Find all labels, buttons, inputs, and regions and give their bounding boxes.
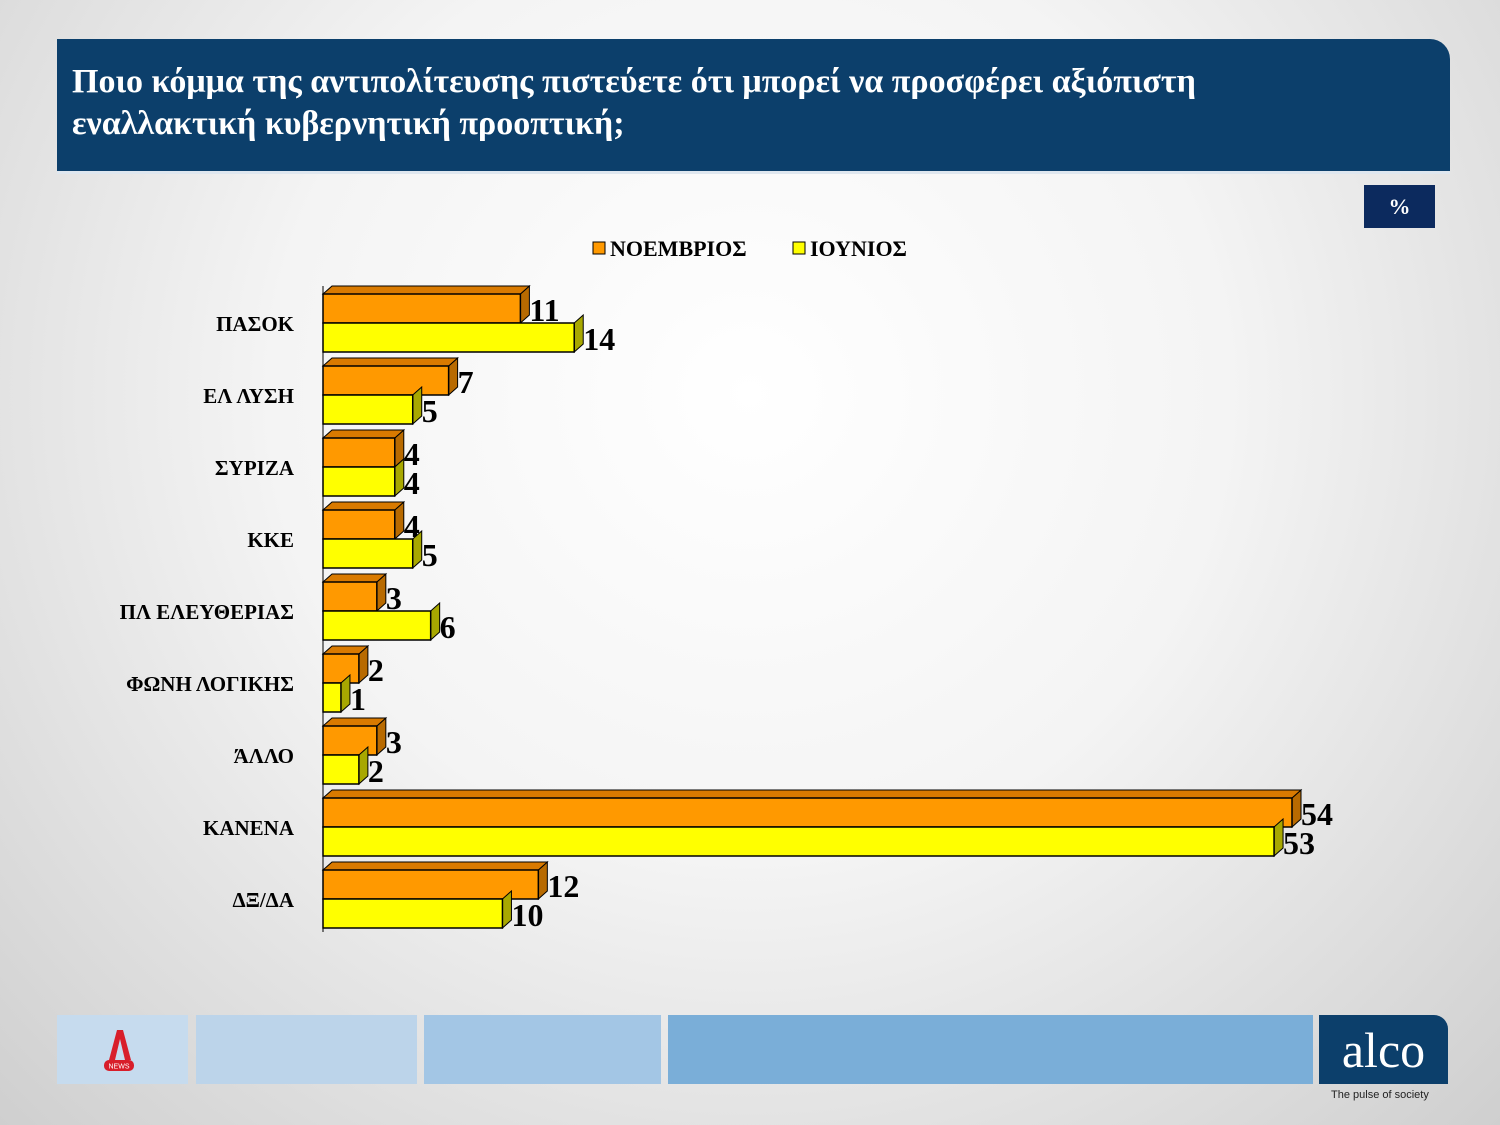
- bar: [322, 509, 396, 540]
- bar: [322, 466, 396, 497]
- data-label: 7: [458, 364, 474, 400]
- bar: [322, 322, 575, 353]
- legend-label: ΙΟΥΝΙΟΣ: [810, 236, 907, 261]
- bar: [322, 538, 414, 569]
- data-label: 2: [368, 652, 384, 688]
- footer-strip: [424, 1015, 661, 1084]
- category-label: ΔΞ/ΔΑ: [232, 888, 294, 912]
- data-label: 2: [368, 753, 384, 789]
- data-label: 14: [583, 321, 615, 357]
- bar: [322, 365, 450, 396]
- data-label: 4: [404, 508, 420, 544]
- legend-swatch: [592, 241, 606, 255]
- bar: [322, 754, 360, 785]
- category-label: ΕΛ ΛΥΣΗ: [203, 384, 294, 408]
- bar: [322, 610, 432, 641]
- page-title: Ποιο κόμμα της αντιπολίτευσης πιστεύετε …: [72, 63, 1196, 142]
- footer-strip: [196, 1015, 417, 1084]
- unit-badge: %: [1364, 185, 1435, 228]
- bar-side: [573, 313, 584, 354]
- header-banner: Ποιο κόμμα της αντιπολίτευσης πιστεύετε …: [57, 39, 1450, 174]
- data-label: 5: [422, 537, 438, 573]
- bar-top: [321, 861, 549, 871]
- svg-text:NEWS: NEWS: [109, 1064, 130, 1071]
- data-label: 1: [350, 681, 366, 717]
- data-label: 5: [422, 393, 438, 429]
- data-label: 53: [1283, 825, 1315, 861]
- bar-top: [321, 573, 388, 583]
- data-label: 12: [547, 868, 579, 904]
- bar: [322, 725, 378, 756]
- data-label: 4: [404, 436, 420, 472]
- alpha-news-logo: NEWS: [57, 1015, 188, 1084]
- category-label: ΠΑΣΟΚ: [216, 312, 295, 336]
- alco-logo: alco: [1319, 1015, 1448, 1084]
- bar: [322, 293, 522, 324]
- bar-top: [321, 789, 1303, 799]
- data-label: 4: [404, 465, 420, 501]
- category-label: ΦΩΝΗ ΛΟΓΙΚΗΣ: [126, 672, 294, 696]
- data-label: 6: [440, 609, 456, 645]
- bar: [322, 682, 342, 713]
- category-label: ΚΑΝΕΝΑ: [203, 816, 295, 840]
- legend-swatch: [792, 241, 806, 255]
- bar: [322, 437, 396, 468]
- category-label: ΆΛΛΟ: [234, 744, 294, 768]
- data-label: 11: [529, 292, 559, 328]
- category-label: ΣΥΡΙΖΑ: [215, 456, 295, 480]
- alco-tagline: The pulse of society: [1331, 1089, 1429, 1101]
- bar: [322, 394, 414, 425]
- bar: [322, 898, 504, 929]
- bar: [322, 653, 360, 684]
- bar-top: [321, 429, 406, 439]
- footer-strip: [668, 1015, 1313, 1084]
- bar-top: [321, 717, 388, 727]
- bar: [322, 826, 1275, 857]
- legend-label: ΝΟΕΜΒΡΙΟΣ: [610, 236, 747, 261]
- bar-top: [321, 501, 406, 511]
- bar-side: [430, 601, 441, 642]
- data-label: 3: [386, 724, 402, 760]
- bar-top: [321, 357, 459, 367]
- bar: [322, 869, 540, 900]
- data-label: 10: [511, 897, 543, 933]
- category-label: ΚΚΕ: [247, 528, 294, 552]
- data-label: 3: [386, 580, 402, 616]
- bar-top: [321, 285, 531, 295]
- bar: [322, 797, 1293, 828]
- bar: [322, 581, 378, 612]
- category-label: ΠΛ ΕΛΕΥΘΕΡΙΑΣ: [120, 600, 294, 624]
- data-label: 54: [1301, 796, 1333, 832]
